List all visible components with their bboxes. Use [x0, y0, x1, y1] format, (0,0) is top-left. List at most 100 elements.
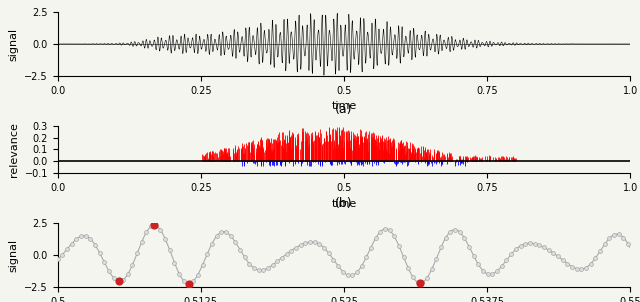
Point: [436, 245, 446, 250]
Point: [385, 228, 395, 233]
Point: [132, 251, 142, 256]
Point: [445, 229, 456, 234]
Point: [104, 269, 114, 274]
Point: [225, 233, 236, 238]
Point: [333, 264, 343, 268]
Point: [450, 227, 460, 232]
Point: [310, 240, 320, 245]
Point: [567, 264, 577, 269]
Point: [338, 269, 348, 274]
Point: [90, 242, 100, 247]
Point: [511, 247, 521, 252]
Point: [235, 247, 245, 252]
Point: [67, 241, 77, 246]
Point: [57, 252, 67, 257]
Point: [150, 223, 161, 228]
Point: [85, 236, 95, 241]
Point: [197, 262, 207, 267]
Point: [474, 262, 484, 267]
Point: [118, 278, 128, 282]
Point: [431, 256, 442, 261]
Point: [515, 243, 525, 248]
Point: [272, 259, 282, 264]
Point: [557, 258, 568, 262]
Point: [609, 232, 619, 237]
Point: [137, 239, 147, 244]
Point: [62, 247, 72, 252]
Point: [506, 252, 516, 257]
Point: [211, 234, 221, 239]
Point: [403, 266, 413, 271]
Point: [115, 279, 125, 284]
Point: [534, 243, 545, 248]
Point: [375, 229, 385, 234]
Point: [149, 223, 159, 228]
Point: [460, 236, 470, 240]
Point: [179, 278, 189, 283]
Point: [239, 255, 250, 260]
Point: [394, 243, 404, 248]
Point: [282, 252, 292, 256]
Point: [216, 230, 227, 235]
Point: [300, 241, 310, 246]
Point: [174, 271, 184, 276]
Point: [478, 268, 488, 273]
Point: [52, 257, 63, 262]
Point: [146, 224, 156, 229]
Point: [408, 275, 418, 280]
Point: [328, 257, 339, 262]
Point: [600, 242, 610, 247]
Point: [305, 240, 316, 245]
Point: [415, 281, 426, 285]
Point: [422, 275, 432, 280]
Point: [501, 258, 511, 263]
Text: (b): (b): [335, 197, 353, 210]
Point: [123, 272, 133, 277]
Point: [483, 271, 493, 276]
Point: [164, 248, 175, 253]
Point: [141, 230, 152, 235]
Point: [347, 273, 357, 278]
Point: [604, 236, 614, 241]
Point: [525, 241, 535, 246]
Point: [586, 262, 596, 266]
Point: [81, 234, 91, 239]
Point: [263, 265, 273, 270]
Point: [389, 234, 399, 239]
Point: [76, 234, 86, 239]
Point: [352, 270, 362, 275]
Point: [319, 246, 329, 250]
Point: [468, 254, 479, 259]
Point: [426, 267, 436, 272]
Point: [380, 226, 390, 231]
Point: [113, 279, 124, 284]
Point: [399, 255, 409, 260]
Point: [277, 255, 287, 260]
Point: [366, 245, 376, 250]
Point: [576, 267, 586, 271]
Text: (a): (a): [335, 103, 353, 116]
Point: [562, 261, 572, 266]
Point: [230, 240, 241, 245]
Point: [548, 251, 558, 255]
Point: [258, 268, 268, 272]
Point: [464, 244, 474, 249]
Point: [314, 242, 324, 247]
Point: [109, 275, 119, 280]
Point: [202, 252, 212, 256]
Point: [618, 235, 628, 240]
Point: [520, 241, 531, 246]
Point: [342, 272, 353, 277]
Point: [623, 242, 633, 246]
Y-axis label: signal: signal: [9, 27, 19, 60]
Point: [268, 262, 278, 267]
Point: [356, 264, 367, 268]
Point: [361, 255, 371, 260]
Point: [553, 254, 563, 259]
Point: [184, 281, 194, 286]
Point: [581, 265, 591, 270]
Point: [207, 241, 217, 246]
Y-axis label: relevance: relevance: [9, 122, 19, 177]
Point: [371, 236, 381, 241]
Point: [296, 243, 306, 247]
